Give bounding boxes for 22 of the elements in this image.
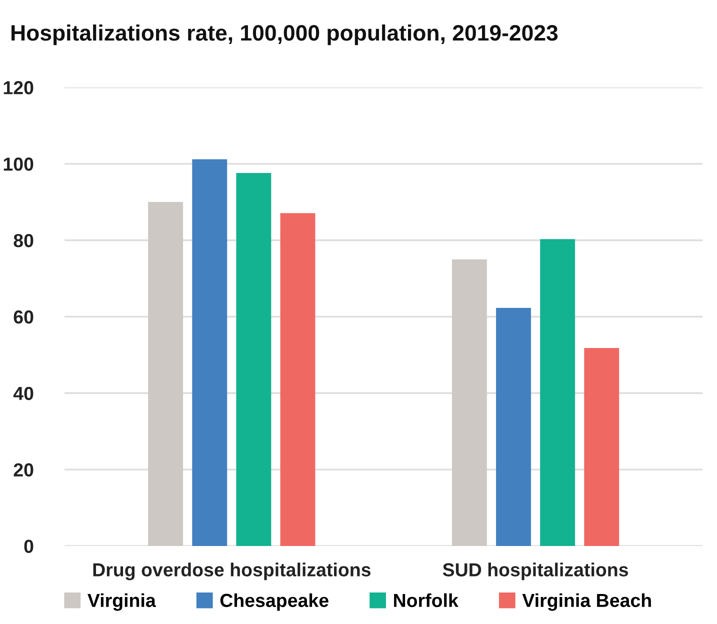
chart-title: Hospitalizations rate, 100,000 population, 2019-2023 xyxy=(12,24,558,46)
bar xyxy=(148,202,184,546)
legend-label: Virginia xyxy=(88,593,156,611)
y-tick-label: 20 xyxy=(14,463,34,477)
x-tick-label: SUD hospitalizations xyxy=(442,562,628,580)
y-tick-label: 100 xyxy=(4,158,34,171)
legend-label: Chesapeake xyxy=(220,593,328,611)
bar xyxy=(452,259,487,546)
y-tick-label: 60 xyxy=(14,310,34,324)
y-tick-label: 120 xyxy=(4,81,34,94)
x-tick-label: Drug overdose hospitalizations xyxy=(93,562,371,580)
bar xyxy=(192,159,228,546)
bar xyxy=(236,172,272,546)
y-tick-label: 40 xyxy=(13,386,34,400)
bar xyxy=(584,348,620,546)
bar xyxy=(540,239,576,546)
y-tick-label: 0 xyxy=(24,540,34,553)
y-tick-label: 80 xyxy=(14,234,34,248)
bar xyxy=(280,213,316,546)
legend-label: Norfolk xyxy=(394,593,458,608)
bar xyxy=(496,308,531,546)
legend-label: Virginia Beach xyxy=(522,593,651,611)
